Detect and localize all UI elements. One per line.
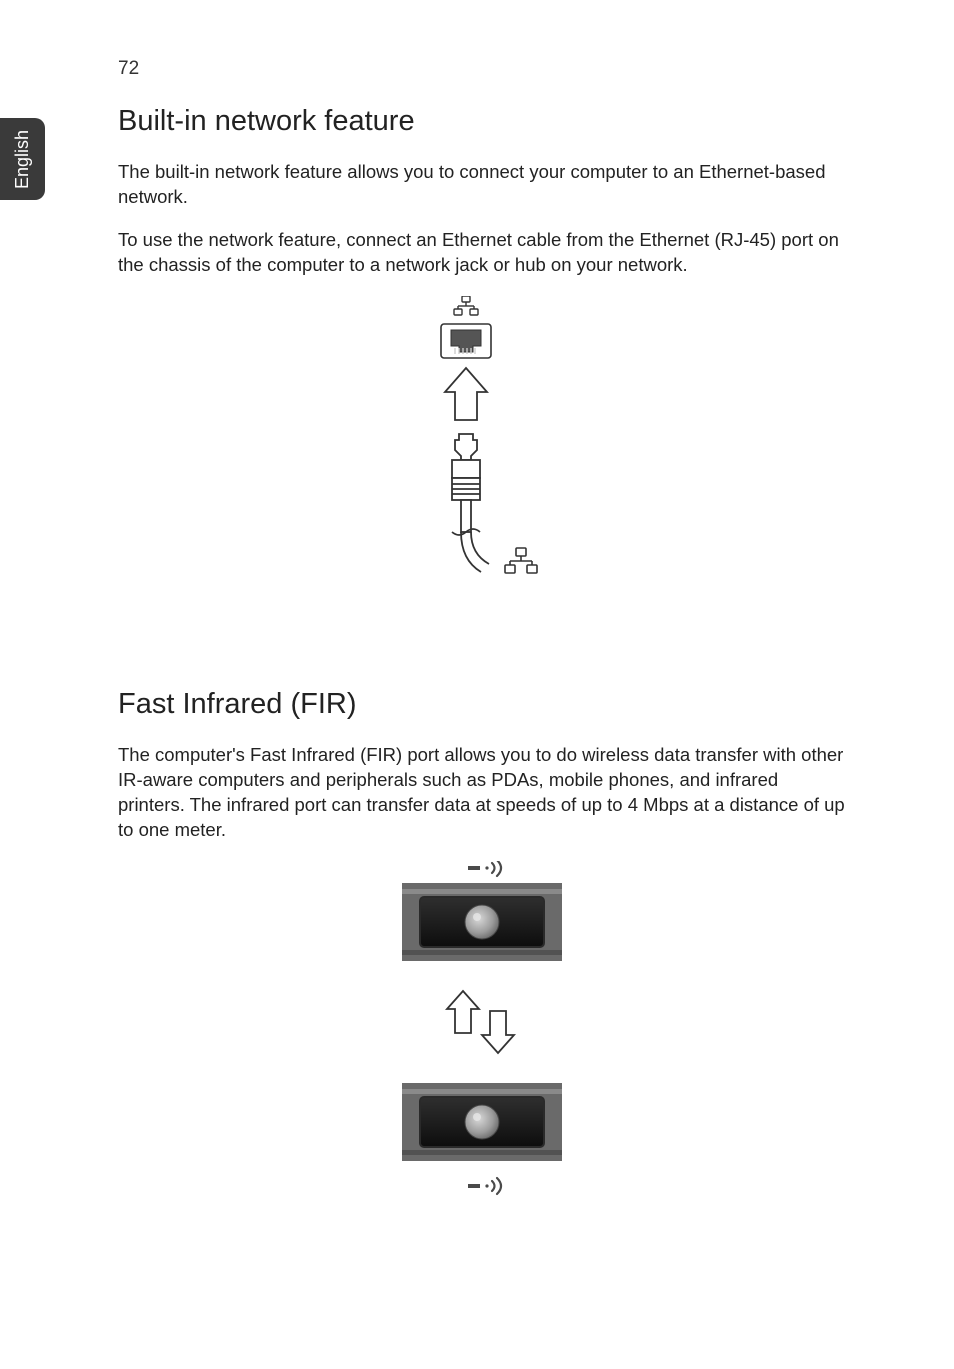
ethernet-diagram-svg [397, 296, 567, 626]
section-heading-network: Built-in network feature [118, 105, 846, 138]
page-content: Built-in network feature The built-in ne… [118, 105, 846, 1261]
language-tab: English [0, 118, 45, 200]
section-heading-fir: Fast Infrared (FIR) [118, 688, 846, 721]
infrared-figure [118, 861, 846, 1221]
ethernet-figure [118, 296, 846, 626]
fir-para-1: The computer's Fast Infrared (FIR) port … [118, 743, 846, 843]
page-number: 72 [118, 58, 139, 80]
infrared-diagram-svg [372, 861, 592, 1221]
language-tab-label: English [12, 129, 33, 188]
network-para-2: To use the network feature, connect an E… [118, 228, 846, 278]
network-para-1: The built-in network feature allows you … [118, 160, 846, 210]
